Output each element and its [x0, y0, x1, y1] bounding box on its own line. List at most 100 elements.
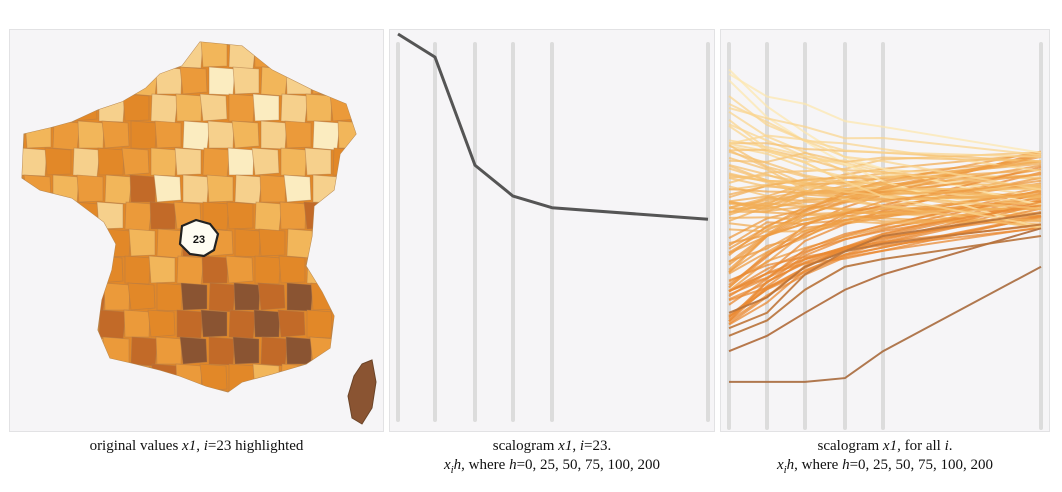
department-shape [50, 282, 78, 311]
series-line [728, 155, 1042, 257]
department-shape [199, 363, 228, 392]
department-shape [148, 255, 176, 284]
highlighted-department [178, 218, 220, 258]
caption-text: , [572, 438, 580, 454]
department-shape [72, 201, 100, 231]
department-shape [52, 174, 80, 204]
department-shape [331, 255, 356, 284]
department-shape [128, 228, 156, 257]
department-shape [312, 120, 341, 151]
series-line [728, 95, 1042, 191]
caption-text: scalogram [817, 438, 883, 454]
department-shape [69, 363, 98, 392]
caption-idx: i [579, 438, 584, 454]
department-shape [338, 282, 356, 313]
department-shape [227, 147, 255, 176]
series-line [728, 148, 1042, 189]
series-line [728, 169, 1042, 196]
department-shape [155, 66, 183, 95]
series-line [728, 154, 1042, 274]
department-shape [337, 120, 356, 149]
department-shape [228, 363, 256, 392]
department-shape [280, 147, 308, 177]
department-shape [330, 42, 356, 68]
series-line [728, 235, 1042, 337]
department-shape [260, 336, 289, 367]
department-shape [286, 282, 314, 312]
department-shape [70, 309, 98, 338]
map-corsica [347, 359, 377, 425]
department-shape [357, 202, 383, 229]
caption-text: =0, 25, 50, 75, 100, 200 [849, 457, 994, 473]
department-shape [362, 121, 384, 148]
department-shape [365, 175, 384, 204]
series-line [728, 211, 1042, 314]
department-shape [102, 66, 130, 95]
department-shape [306, 42, 334, 69]
department-shape [200, 309, 228, 338]
department-shape [278, 255, 306, 284]
department-shape [52, 120, 81, 151]
series-line [728, 134, 1042, 158]
series-line [728, 107, 1042, 157]
department-shape [129, 174, 157, 203]
department-shape [182, 120, 211, 151]
department-shape [254, 201, 283, 232]
department-shape [279, 201, 307, 230]
department-shape [285, 66, 313, 95]
department-shape [130, 336, 159, 367]
series-line [729, 265, 1042, 383]
department-shape [260, 66, 289, 97]
department-shape [150, 363, 179, 392]
department-shape [179, 66, 208, 95]
scalogram-all-panel [720, 29, 1050, 432]
department-shape [98, 363, 126, 392]
department-shape [78, 282, 107, 313]
caption-x: x [443, 457, 451, 473]
department-shape [22, 147, 48, 177]
department-shape [359, 310, 384, 339]
caption-var: x1 [558, 438, 573, 454]
department-shape [70, 42, 98, 68]
department-shape [199, 93, 228, 122]
department-shape [232, 336, 260, 365]
department-shape [303, 201, 332, 230]
department-shape [154, 120, 182, 149]
department-shape [78, 336, 106, 366]
department-shape [280, 363, 309, 392]
department-shape [96, 201, 124, 230]
department-shape [330, 309, 356, 338]
department-shape [336, 174, 356, 203]
department-shape [200, 42, 228, 68]
department-shape [22, 255, 46, 284]
series-line [728, 190, 1042, 275]
department-shape [130, 120, 158, 150]
series-line [728, 179, 1042, 255]
department-shape [26, 282, 54, 312]
series-line [728, 118, 1042, 228]
caption-text: scalogram [492, 438, 559, 454]
caption-text: , where [794, 457, 843, 473]
department-shape [359, 40, 384, 69]
series-line [728, 160, 1042, 223]
map-caption: original values x1, i=23 highlighted [9, 437, 384, 456]
department-shape [182, 174, 210, 204]
series-line [728, 189, 1042, 306]
caption-subscript: i [783, 464, 787, 476]
caption-text: =0, 25, 50, 75, 100, 200 [516, 457, 661, 473]
scalogram-single-chart [396, 32, 710, 422]
department-shape [123, 42, 151, 68]
caption-line-1: scalogram x1, for all i. [720, 437, 1050, 456]
caption-idx: i [944, 438, 949, 454]
department-shape [329, 93, 356, 122]
department-shape [285, 336, 313, 365]
department-shape [365, 229, 384, 257]
department-shape [338, 66, 356, 96]
department-shape [286, 228, 315, 259]
department-shape [25, 336, 53, 365]
department-shape [310, 282, 338, 311]
caption-text: , [196, 438, 204, 454]
department-shape [72, 147, 101, 178]
department-shape [127, 282, 156, 311]
scalogram-all-chart [727, 42, 1043, 430]
